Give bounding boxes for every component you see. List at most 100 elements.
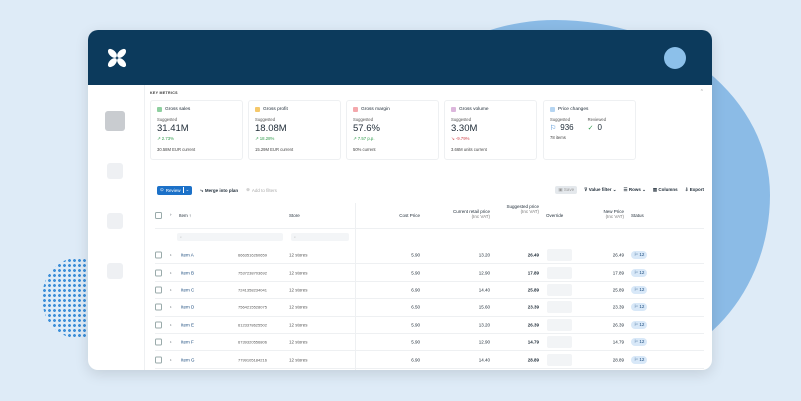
export-label: Export <box>689 187 704 192</box>
add-filters-label: Add to filters <box>251 187 277 193</box>
column-suggested-price[interactable]: Suggested price (Inc VAT) <box>505 204 539 214</box>
flag-icon: ⚐ <box>634 252 639 258</box>
item-name[interactable]: Item A <box>181 252 194 258</box>
override-input[interactable] <box>547 353 572 366</box>
expand-icon[interactable]: › <box>170 304 172 310</box>
columns-button[interactable]: ▥ Columns <box>653 187 678 193</box>
metric-current: 50% current <box>353 147 376 152</box>
column-override[interactable]: Override <box>546 213 564 218</box>
row-checkbox[interactable] <box>155 338 162 346</box>
add-filters-button[interactable]: ⊕ Add to filters <box>246 187 277 193</box>
value-filter-button[interactable]: ⊽ Value filter ⌄ <box>584 187 617 192</box>
status-count: 12 <box>639 286 645 292</box>
row-checkbox[interactable] <box>155 321 162 329</box>
expand-icon[interactable]: › <box>170 252 172 258</box>
table-row[interactable]: › Item E 6123378625502 12 stores 5.90 13… <box>155 317 704 334</box>
column-store[interactable]: Store <box>289 213 300 218</box>
merge-icon: ⤷ <box>200 187 203 193</box>
item-name[interactable]: Item F <box>181 339 194 345</box>
column-retail-price[interactable]: Current retail price (Inc VAT) <box>430 209 490 219</box>
table-row[interactable]: › Item F 6739320556806 12 stores 5.90 12… <box>155 334 704 352</box>
row-checkbox[interactable] <box>155 303 162 311</box>
new-price: 25.89 <box>612 287 624 293</box>
status-count: 12 <box>639 356 645 362</box>
sidebar-item-active[interactable] <box>105 111 125 131</box>
suggested-label: Suggested <box>353 117 374 122</box>
rows-button[interactable]: ☰ Rows ⌄ <box>623 187 646 192</box>
status-badge[interactable]: ⚐ 12 <box>631 338 648 347</box>
suggested-price: 26.39 <box>527 322 539 328</box>
override-input[interactable] <box>547 266 572 279</box>
expand-icon[interactable]: › <box>170 270 172 276</box>
expand-all-icon[interactable]: › <box>170 212 172 217</box>
item-name[interactable]: Item E <box>181 322 195 328</box>
override-input[interactable] <box>547 249 572 262</box>
metric-card-price-changes: Price changes Suggested ⚐ 936 Reviewed ✓ 0… <box>543 100 636 160</box>
status-count: 12 <box>639 252 645 258</box>
row-checkbox[interactable] <box>155 251 162 259</box>
override-input[interactable] <box>547 301 572 314</box>
status-badge[interactable]: ⚐ 12 <box>631 285 648 294</box>
save-button[interactable]: ▣ Save <box>555 186 578 194</box>
plus-circle-icon: ⊕ <box>246 187 250 192</box>
reviewed-count: 0 <box>597 123 602 132</box>
row-checkbox[interactable] <box>155 356 162 364</box>
column-status[interactable]: Status <box>631 213 644 218</box>
column-item[interactable]: Item ↑ <box>179 213 191 218</box>
column-cost-price[interactable]: Cost Price <box>399 213 420 218</box>
metric-current: 15.29M EUR current <box>255 147 294 152</box>
status-badge[interactable]: ⚐ 12 <box>631 355 648 364</box>
flag-icon: ⚐ <box>634 321 639 327</box>
export-button[interactable]: ⇩ Export <box>685 187 704 193</box>
chevron-down-icon[interactable]: ⌄ <box>182 187 189 193</box>
collapse-icon[interactable]: ⌃ <box>699 89 704 95</box>
card-label: Gross volume <box>459 107 489 112</box>
reviewed-label: Reviewed <box>587 117 607 122</box>
status-count: 12 <box>639 269 645 275</box>
logo-icon[interactable] <box>106 47 128 69</box>
sidebar-item[interactable] <box>107 163 123 179</box>
expand-icon[interactable]: › <box>170 287 172 293</box>
expand-icon[interactable]: › <box>170 339 172 345</box>
override-input[interactable] <box>547 283 572 296</box>
merge-label: Merge into plan <box>204 187 239 193</box>
retail-header: Current retail price <box>452 209 490 214</box>
status-badge[interactable]: ⚐ 12 <box>631 320 648 329</box>
suggested-price: 25.89 <box>527 287 539 293</box>
table-row[interactable]: › Item D 7564215528075 12 stores 6.50 15… <box>155 299 704 317</box>
status-badge[interactable]: ⚐ 12 <box>631 251 648 260</box>
table-row[interactable]: › Item B 7537238703692 12 stores 5.90 12… <box>155 264 704 282</box>
store-filter-input[interactable]: ⌕ <box>291 233 349 241</box>
item-filter-input[interactable]: ⌕ <box>177 233 283 241</box>
expand-icon[interactable]: › <box>170 322 172 328</box>
override-input[interactable] <box>547 336 572 349</box>
status-badge[interactable]: ⚐ 12 <box>631 303 648 312</box>
item-code: 7564215528075 <box>238 304 267 310</box>
status-badge[interactable]: ⚐ 12 <box>631 268 648 277</box>
select-all-checkbox[interactable] <box>155 212 162 219</box>
avatar[interactable] <box>664 47 686 69</box>
merge-button[interactable]: ⤷ Merge into plan <box>200 188 238 193</box>
row-checkbox[interactable] <box>155 269 162 277</box>
row-checkbox[interactable] <box>155 286 162 294</box>
columns-label: Columns <box>658 187 678 192</box>
sidebar-item[interactable] <box>107 213 123 229</box>
metric-delta: ↘ -9.79% <box>451 136 470 141</box>
header <box>88 30 712 85</box>
item-code: 6739320556806 <box>238 339 267 345</box>
item-name[interactable]: Item D <box>181 304 195 310</box>
override-input[interactable] <box>547 318 572 331</box>
table-row[interactable]: › Item C 7241358234041 12 stores 6.90 14… <box>155 282 704 300</box>
expand-icon[interactable]: › <box>170 357 172 363</box>
status-count: 12 <box>639 321 645 327</box>
item-name[interactable]: Item C <box>181 287 195 293</box>
sidebar-item[interactable] <box>107 263 123 279</box>
toolbar: ⊙ Review ⌄ ⤷ Merge into plan ⊕ Add to filter… <box>157 185 704 195</box>
table-row[interactable]: › Item G 7799105184216 12 stores 6.90 14… <box>155 351 704 369</box>
item-name[interactable]: Item B <box>181 270 195 276</box>
items-count: 78 items <box>550 135 566 140</box>
review-button[interactable]: ⊙ Review ⌄ <box>157 185 193 195</box>
item-name[interactable]: Item G <box>181 357 195 363</box>
table-row[interactable]: › Item A 6663516260659 12 stores 5.90 13… <box>155 247 704 265</box>
column-new-price[interactable]: New Price (Inc VAT) <box>575 209 624 219</box>
